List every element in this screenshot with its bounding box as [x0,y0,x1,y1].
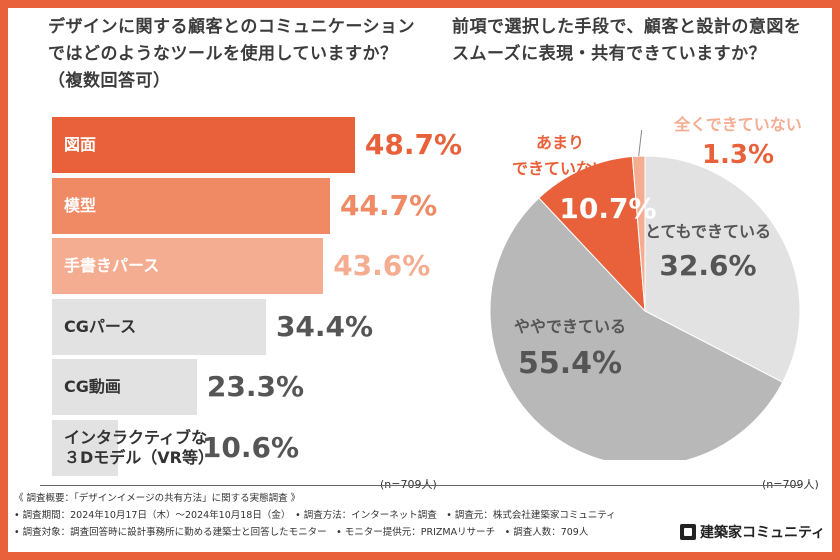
pie-slice-value: 1.3% [702,140,774,170]
bar [52,419,118,476]
callout-line [638,129,643,157]
bar [52,359,197,415]
right-question: 前項で選択した手段で、顧客と設計の意図を スムーズに表現・共有できていますか？ [452,14,812,68]
pie-slice-value: 10.7% [559,192,656,225]
bar-category-label: CG動画 [64,377,121,396]
pie-slice-value: 55.4% [518,346,622,381]
pie-slice-value: 32.6% [659,249,756,282]
divider [40,485,800,486]
bar [52,238,324,294]
bar-category-label: インタラクティブな ３Dモデル（VR等） [64,427,214,467]
left-question-line: （複数回答可） [48,71,171,91]
bar-category-label: 手書きパース [64,256,160,275]
bar-value-label: 23.3% [206,370,305,403]
right-question-line: 前項で選択した手段で、顧客と設計の意図を [452,17,802,37]
bar-category-label: 模型 [64,195,97,215]
survey-summary-title: 《 調査概要：「デザインイメージの共有方法」に関する実態調査 》 [14,493,301,504]
logo-text: 建築家コミュニティ [700,525,826,541]
pie-slice-label: できていない [512,159,608,178]
bar-category-label: 図面 [64,135,97,154]
bar-value-label: 44.7% [340,188,438,222]
pie-slice-label: ややできている [514,317,626,336]
left-question: デザインに関する顧客とのコミュニケーション ではどのようなツールを使用しています… [48,14,428,95]
bar [52,117,355,173]
survey-details-line: • 調査期間：2024年10月17日（木）〜2024年10月18日（金） • 調… [14,510,616,521]
bar [52,298,266,355]
pie-slice [644,155,801,383]
right-sample-size: (n=709人) [762,478,819,491]
pie-slice-label: 全くできていない [673,115,802,134]
pie-slice [631,155,646,312]
bar-chart: 図面 48.7% 模型 44.7% 手書きパース 43.6% CGパース 34.4% CG動画 2… [0,0,463,490]
left-question-line: デザインに関する顧客とのコミュニケーション [48,17,415,37]
logo-mark-icon [680,524,696,540]
pie-slice [489,197,784,460]
left-question-line: ではどのようなツールを使用していますか？ [48,44,398,64]
company-logo: 建築家コミュニティ [680,522,825,542]
survey-details-line: • 調査対象：調査回答時に設計事務所に勤める建築士と回答したモニター • モニタ… [14,527,589,538]
bar-value-label: 34.4% [275,309,374,343]
bar-value-label: 48.7% [364,128,463,161]
right-question-line: スムーズに表現・共有できていますか？ [452,44,767,64]
bar-category-label: CGパース [64,316,137,336]
pie-slice-label: あまり [536,133,584,152]
bar [52,177,331,234]
bar-value-label: 10.6% [201,430,300,464]
pie-slice-label: とてもできている [645,222,771,241]
left-sample-size: (n=709人) [380,478,437,491]
bar-value-label: 43.6% [333,249,431,282]
pie-slice [538,155,646,313]
